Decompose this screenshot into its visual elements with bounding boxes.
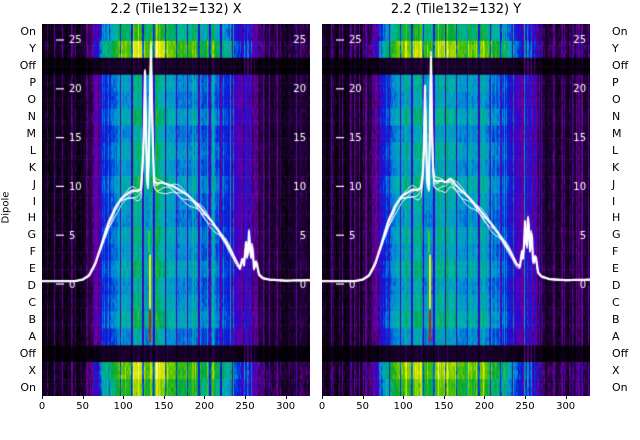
- dipole-row-label-right: On: [612, 25, 628, 39]
- x-tick-mark: [322, 396, 323, 399]
- dipole-row-label-right: N: [612, 110, 621, 123]
- dipole-row-label-left: J: [32, 177, 36, 191]
- dipole-row-label-right: I: [612, 194, 616, 208]
- x-tick-mark: [42, 396, 43, 399]
- x-tick-label: 0: [38, 401, 46, 412]
- dipole-row-label-left: I: [32, 194, 36, 208]
- dipole-row-label-left: G: [27, 228, 36, 242]
- x-tick-label: 300: [556, 401, 576, 412]
- dipole-row-label-right: Off: [612, 346, 629, 360]
- x-tick-mark: [285, 396, 287, 399]
- dipole-row-label-right: A: [612, 329, 620, 343]
- dipole-row-label-right: P: [612, 76, 619, 90]
- dipole-row-label-left: H: [27, 211, 36, 225]
- x-tick-label: 300: [276, 401, 296, 412]
- x-tick-label: 250: [515, 401, 535, 412]
- x-tick-label: 50: [76, 401, 89, 412]
- x-tick-mark: [123, 396, 125, 399]
- dipole-row-label-left: N: [27, 110, 36, 123]
- x-tick-label: 50: [356, 401, 369, 412]
- x-tick-label: 200: [474, 401, 494, 412]
- dipole-row-label-left: O: [27, 93, 36, 107]
- dipole-row-label-left: On: [20, 380, 36, 394]
- dipole-row-label-left: On: [20, 25, 36, 39]
- dipole-row-label-right: C: [612, 296, 620, 309]
- dipole-row-label-right: Off: [612, 59, 629, 73]
- dipole-row-label-left: M: [26, 126, 37, 140]
- x-tick-label: 150: [434, 401, 454, 412]
- dipole-row-label-right: H: [612, 211, 621, 225]
- x-tick-mark: [82, 396, 84, 399]
- x-tick-mark: [245, 396, 247, 399]
- dipole-row-label-left: Off: [19, 346, 36, 360]
- x-tick-mark: [163, 396, 165, 399]
- dipole-row-label-left: X: [28, 363, 36, 377]
- x-tick-label: 100: [393, 401, 413, 412]
- dipole-row-label-right: K: [612, 160, 620, 174]
- dipole-row-label-left: A: [28, 329, 36, 343]
- dipole-row-label-right: B: [612, 312, 620, 326]
- panel-x-heatmap: [42, 24, 310, 396]
- dipole-row-label-left: P: [29, 76, 36, 90]
- dipole-row-label-right: E: [612, 262, 619, 276]
- x-tick-mark: [565, 396, 567, 399]
- dipole-row-label-right: D: [612, 279, 621, 293]
- x-tick-label: 0: [318, 401, 326, 412]
- dipole-row-label-right: Y: [612, 42, 619, 56]
- dipole-row-label-left: E: [29, 262, 36, 276]
- x-tick-label: 250: [235, 401, 255, 412]
- x-tick-mark: [362, 396, 364, 399]
- x-tick-mark: [204, 396, 206, 399]
- panel-y-title: 2.2 (Tile132=132) Y: [390, 2, 522, 17]
- dipole-row-label-right: O: [612, 93, 621, 107]
- x-tick-mark: [525, 396, 527, 399]
- dipole-row-label-left: F: [29, 245, 36, 259]
- x-tick-mark: [484, 396, 486, 399]
- dipole-row-label-left: C: [28, 296, 36, 309]
- dipole-row-label-right: F: [612, 245, 619, 259]
- dipole-row-label-left: B: [28, 312, 36, 326]
- dipole-row-label-left: Y: [29, 42, 36, 56]
- dipole-row-label-left: D: [27, 279, 36, 293]
- x-tick-mark: [403, 396, 405, 399]
- dipole-row-label-right: X: [612, 363, 620, 377]
- dipole-row-label-right: J: [612, 177, 616, 191]
- x-tick-label: 200: [194, 401, 214, 412]
- panel-x-title: 2.2 (Tile132=132) X: [110, 2, 242, 17]
- dipole-row-label-left: L: [29, 143, 36, 157]
- dipole-row-label-right: L: [612, 143, 619, 157]
- x-tick-mark: [443, 396, 445, 399]
- x-tick-label: 100: [113, 401, 133, 412]
- dipole-row-label-left: K: [28, 160, 36, 174]
- x-tick-label: 150: [154, 401, 174, 412]
- dipole-row-label-right: G: [612, 228, 621, 242]
- dipole-row-label-right: On: [612, 380, 628, 394]
- panel-y-heatmap: [322, 24, 590, 396]
- dipole-row-label-right: M: [612, 126, 622, 140]
- dipole-row-label-left: Off: [19, 59, 36, 73]
